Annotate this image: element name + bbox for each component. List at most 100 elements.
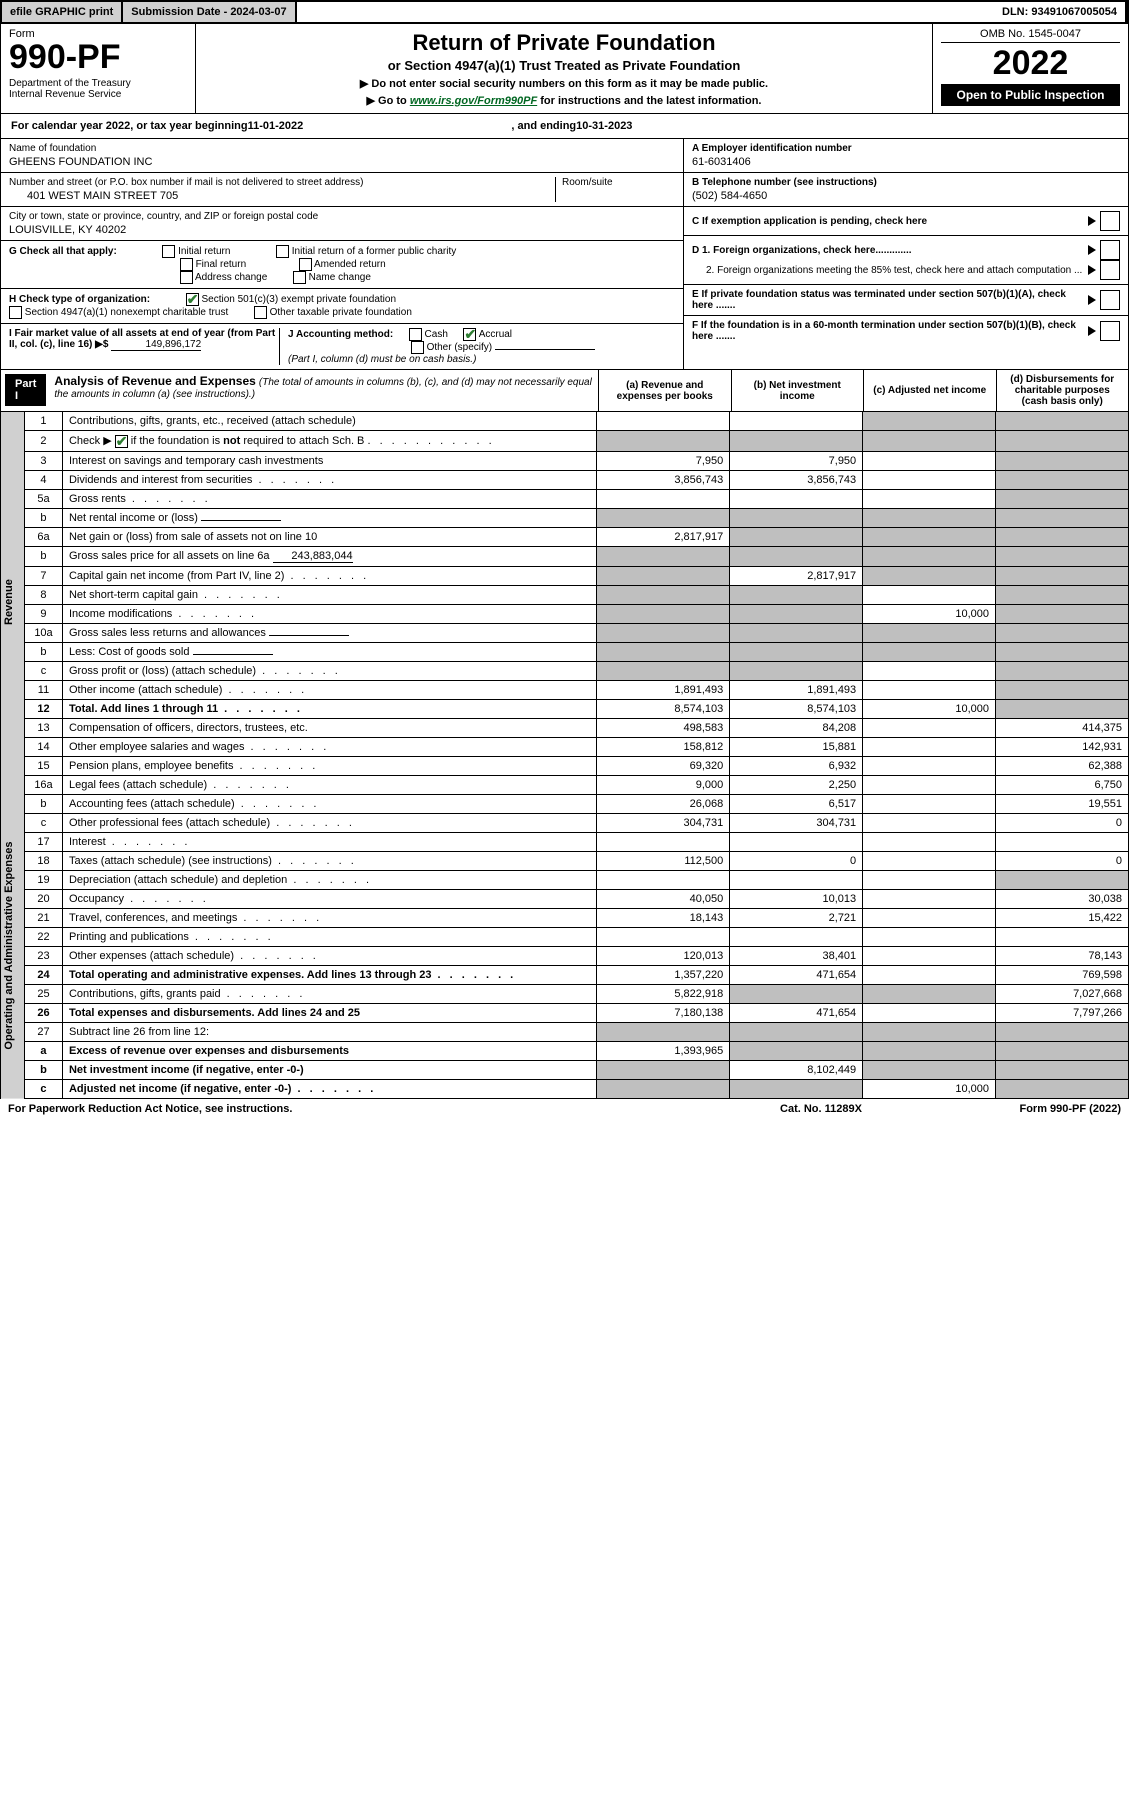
table-row: 2Check ▶ if the foundation is not requir… — [25, 431, 1129, 452]
header-center: Return of Private Foundation or Section … — [196, 24, 933, 113]
checkbox-name-change[interactable] — [293, 271, 306, 284]
cell-c — [863, 1003, 996, 1022]
table-row: bLess: Cost of goods sold — [25, 642, 1129, 661]
cell-b: 6,932 — [730, 756, 863, 775]
checkbox-initial-return[interactable] — [162, 245, 175, 258]
table-row: 17Interest . . . . . . . — [25, 832, 1129, 851]
line-number: 10a — [25, 623, 63, 642]
table-row: 19Depreciation (attach schedule) and dep… — [25, 870, 1129, 889]
cell-d — [996, 604, 1129, 623]
cell-b: 6,517 — [730, 794, 863, 813]
line-label: Adjusted net income (if negative, enter … — [62, 1079, 596, 1098]
line-number: b — [25, 794, 63, 813]
table-row: 12Total. Add lines 1 through 11 . . . . … — [25, 699, 1129, 718]
checkbox-other-taxable[interactable] — [254, 306, 267, 319]
cell-b — [730, 1041, 863, 1060]
checkbox-other-method[interactable] — [411, 341, 424, 354]
triangle-icon — [1088, 216, 1096, 226]
table-row: 15Pension plans, employee benefits . . .… — [25, 756, 1129, 775]
line-number: a — [25, 1041, 63, 1060]
cell-a — [597, 508, 730, 527]
checkbox-exemption-pending[interactable] — [1100, 211, 1120, 231]
line-label: Other expenses (attach schedule) . . . .… — [62, 946, 596, 965]
foundation-name: GHEENS FOUNDATION INC — [9, 156, 675, 168]
cell-c — [863, 965, 996, 984]
cell-a: 40,050 — [597, 889, 730, 908]
line-number: 2 — [25, 431, 63, 452]
line-number: 22 — [25, 927, 63, 946]
cell-c — [863, 1041, 996, 1060]
cell-c — [863, 870, 996, 889]
line-label: Check ▶ if the foundation is not require… — [62, 431, 596, 452]
line-label: Contributions, gifts, grants paid . . . … — [62, 984, 596, 1003]
cell-d — [996, 412, 1129, 431]
cell-a — [597, 1079, 730, 1098]
line-label: Other employee salaries and wages . . . … — [62, 737, 596, 756]
cell-d: 7,027,668 — [996, 984, 1129, 1003]
checkbox-initial-return-former[interactable] — [276, 245, 289, 258]
cell-c — [863, 623, 996, 642]
part1-title: Analysis of Revenue and Expenses — [54, 374, 255, 388]
line-label: Other professional fees (attach schedule… — [62, 813, 596, 832]
checkbox-foreign-org[interactable] — [1100, 240, 1120, 260]
checkbox-status-terminated[interactable] — [1100, 290, 1120, 310]
checkbox-cash[interactable] — [409, 328, 422, 341]
cell-a — [597, 927, 730, 946]
cell-b — [730, 604, 863, 623]
checkbox-accrual[interactable] — [463, 328, 476, 341]
cell-b — [730, 642, 863, 661]
checkbox-sch-b[interactable] — [115, 435, 128, 448]
checkbox-final-return[interactable] — [180, 258, 193, 271]
line-label: Compensation of officers, directors, tru… — [62, 718, 596, 737]
cell-d — [996, 508, 1129, 527]
cell-b — [730, 1022, 863, 1041]
table-row: 7Capital gain net income (from Part IV, … — [25, 566, 1129, 585]
part1-badge: Part I — [5, 374, 46, 406]
checkbox-85pct[interactable] — [1100, 260, 1120, 280]
checkbox-501c3[interactable] — [186, 293, 199, 306]
irs-link[interactable]: www.irs.gov/Form990PF — [410, 95, 537, 107]
line-label: Contributions, gifts, grants, etc., rece… — [62, 412, 596, 431]
checkbox-address-change[interactable] — [180, 271, 193, 284]
checkbox-amended-return[interactable] — [299, 258, 312, 271]
cell-c — [863, 927, 996, 946]
cell-b — [730, 585, 863, 604]
section-c: C If exemption application is pending, c… — [684, 207, 1128, 236]
checkbox-4947a1[interactable] — [9, 306, 22, 319]
section-i-j: I Fair market value of all assets at end… — [1, 324, 683, 369]
cell-d — [996, 680, 1129, 699]
form-header: Form 990-PF Department of the Treasury I… — [0, 24, 1129, 114]
checkbox-60month[interactable] — [1100, 321, 1120, 341]
form-number: 990-PF — [9, 40, 187, 74]
cell-c — [863, 756, 996, 775]
cell-c — [863, 412, 996, 431]
line-label: Net rental income or (loss) — [62, 508, 596, 527]
cell-c — [863, 489, 996, 508]
foundation-name-row: Name of foundation GHEENS FOUNDATION INC — [1, 139, 683, 173]
table-row: 4Dividends and interest from securities … — [25, 470, 1129, 489]
city-row: City or town, state or province, country… — [1, 207, 683, 241]
line-number: 4 — [25, 470, 63, 489]
cell-d — [996, 832, 1129, 851]
line-label: Net investment income (if negative, ente… — [62, 1060, 596, 1079]
cell-a — [597, 431, 730, 452]
col-c-header: (c) Adjusted net income — [863, 370, 996, 411]
cell-b: 0 — [730, 851, 863, 870]
cell-d — [996, 927, 1129, 946]
table-row: 6aNet gain or (loss) from sale of assets… — [25, 527, 1129, 546]
table-row: 27Subtract line 26 from line 12: — [25, 1022, 1129, 1041]
cell-b — [730, 1079, 863, 1098]
expenses-side-label: Operating and Administrative Expenses — [1, 792, 24, 1099]
table-row: 9Income modifications . . . . . . .10,00… — [25, 604, 1129, 623]
revenue-side-label: Revenue — [1, 412, 24, 792]
line-number: 25 — [25, 984, 63, 1003]
line-label: Total operating and administrative expen… — [62, 965, 596, 984]
table-row: 3Interest on savings and temporary cash … — [25, 451, 1129, 470]
line-label: Pension plans, employee benefits . . . .… — [62, 756, 596, 775]
cell-d — [996, 1022, 1129, 1041]
form-subtitle: or Section 4947(a)(1) Trust Treated as P… — [206, 58, 922, 73]
cell-a: 7,180,138 — [597, 1003, 730, 1022]
form-title: Return of Private Foundation — [206, 30, 922, 56]
cell-a: 498,583 — [597, 718, 730, 737]
cell-a — [597, 661, 730, 680]
